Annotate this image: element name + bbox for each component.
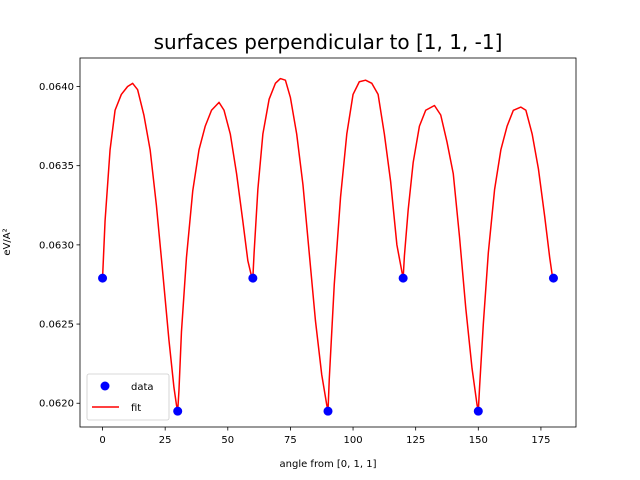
x-tick-label: 100: [344, 435, 363, 446]
legend: data fit: [86, 373, 170, 421]
x-tick-label: 75: [284, 435, 297, 446]
y-tick-label: 0.0635: [39, 161, 74, 172]
data-point: [473, 406, 483, 416]
plot-area: [80, 58, 576, 427]
x-tick-label: 175: [531, 435, 550, 446]
data-point: [323, 406, 333, 416]
chart-title: surfaces perpendicular to [1, 1, -1]: [154, 30, 503, 54]
y-tick-label: 0.0640: [39, 82, 74, 93]
data-point: [548, 273, 558, 283]
legend-label-data: data: [131, 382, 154, 393]
legend-box: [86, 373, 170, 421]
y-tick-label: 0.0625: [39, 320, 74, 331]
x-tick-label: 0: [99, 435, 105, 446]
legend-marker-data: [100, 381, 110, 391]
x-axis-title: angle from [0, 1, 1]: [280, 459, 377, 470]
plot-background: [80, 58, 576, 427]
data-point: [248, 273, 258, 283]
y-tick-label: 0.0630: [39, 240, 74, 251]
axes: 0 25 50 75 100 125 150 175 0.0620 0.0625 0.0630 0.0…: [39, 57, 577, 446]
x-tick-label: 125: [406, 435, 425, 446]
data-point: [173, 406, 183, 416]
axes-frame: [79, 57, 577, 428]
data-point: [98, 273, 108, 283]
y-axis-title: eV/A²: [2, 228, 13, 255]
x-tick-label: 50: [221, 435, 234, 446]
x-tick-label: 25: [159, 435, 172, 446]
x-tick-label: 150: [469, 435, 488, 446]
legend-label-fit: fit: [131, 403, 141, 414]
y-tick-label: 0.0620: [39, 399, 74, 410]
data-point: [398, 273, 408, 283]
